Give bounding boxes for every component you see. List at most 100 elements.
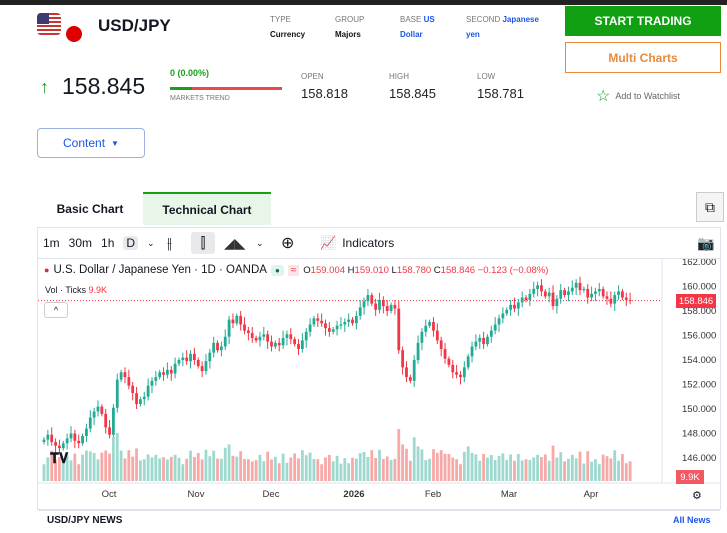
candle-body	[489, 330, 493, 337]
second-label: SECOND	[466, 15, 501, 24]
tab-basic-chart[interactable]: Basic Chart	[56, 201, 124, 216]
o-label: O	[303, 264, 311, 276]
volume-bar	[397, 429, 401, 481]
candle	[192, 347, 196, 365]
candle	[58, 439, 61, 454]
interval-30m[interactable]: 30m	[68, 236, 93, 250]
candle	[590, 286, 593, 302]
candle-body	[262, 334, 266, 337]
candle-body	[181, 357, 185, 360]
base-value-2[interactable]: Dollar	[400, 30, 423, 39]
second-value-2[interactable]: yen	[466, 30, 480, 39]
candle	[273, 340, 277, 349]
x-tick-label: Feb	[425, 489, 441, 500]
candle-body	[621, 291, 624, 298]
collapse-legend-button[interactable]: ^	[44, 302, 68, 318]
candle	[150, 377, 154, 394]
candle-body	[354, 315, 358, 324]
y-tick-label: 154.000	[682, 355, 716, 366]
content-dropdown[interactable]: Content ▼	[37, 128, 145, 158]
news-title: USD/JPY NEWS	[47, 515, 123, 526]
volume-bar	[470, 452, 474, 481]
volume-bar	[304, 455, 308, 481]
add-to-watchlist-button[interactable]: ☆ Add to Watchlist	[596, 86, 680, 106]
candle	[447, 356, 451, 368]
volume-bar	[613, 450, 617, 481]
candle	[567, 286, 570, 302]
volume-bar	[335, 455, 339, 481]
x-tick-label: Nov	[188, 489, 205, 500]
interval-d[interactable]: D	[123, 236, 139, 250]
candle-body	[516, 302, 520, 309]
candle	[169, 366, 173, 381]
multi-charts-button[interactable]: Multi Charts	[565, 42, 721, 73]
base-value[interactable]: US	[423, 15, 435, 24]
candle-body	[493, 324, 497, 331]
candle-body	[443, 348, 447, 359]
candle-body	[308, 324, 312, 332]
interval-1h[interactable]: 1h	[101, 236, 115, 250]
candle-body	[115, 379, 119, 408]
area-chart-type-icon[interactable]: ◢◣	[224, 234, 246, 251]
bar-chart-type-icon[interactable]: ⫲	[167, 234, 172, 252]
candle	[617, 285, 620, 300]
volume-bar	[297, 458, 300, 481]
indicators-button[interactable]: 📈 Indicators	[320, 232, 394, 254]
tradingview-logo[interactable]: 𝐓𝐕	[50, 450, 69, 466]
candle-body	[285, 334, 289, 338]
camera-icon[interactable]: 📷	[697, 234, 715, 251]
volume-bar	[435, 452, 439, 481]
volume-bar	[54, 459, 57, 481]
volume-bar	[246, 459, 250, 481]
volume-bar	[88, 451, 92, 481]
volume-bar	[154, 454, 158, 481]
volume-bar	[621, 454, 624, 481]
candle	[320, 313, 324, 327]
chevron-down-icon[interactable]: ⌄	[256, 237, 264, 248]
open-stat: OPEN 158.818	[301, 72, 348, 101]
chevron-down-icon[interactable]: ⌄	[147, 237, 155, 248]
volume-bar	[127, 450, 131, 481]
candle	[466, 353, 470, 370]
tab-technical-chart[interactable]: Technical Chart	[143, 192, 271, 225]
volume-bar	[439, 450, 443, 481]
candle	[570, 280, 574, 296]
volume-bar	[200, 459, 204, 481]
all-news-link[interactable]: All News	[673, 515, 711, 525]
candle-body	[85, 428, 88, 436]
indicators-icon: 📈	[320, 235, 337, 250]
volume-bar	[447, 454, 451, 481]
candle	[196, 357, 200, 369]
candle-body	[123, 372, 127, 378]
start-trading-button[interactable]: START TRADING	[565, 6, 721, 36]
volume-bar	[432, 449, 435, 481]
candle-body	[497, 318, 501, 325]
candle-body	[189, 353, 192, 362]
external-link-icon[interactable]: ⧉	[696, 192, 724, 222]
candle	[501, 307, 505, 324]
candle-body	[347, 319, 351, 323]
interval-1m[interactable]: 1m	[43, 236, 60, 250]
settings-gear-icon[interactable]: ⚙	[692, 490, 702, 502]
second-value[interactable]: Japanese	[502, 15, 539, 24]
candle	[304, 328, 308, 348]
candles-chart-type-icon[interactable]: ⫿	[191, 232, 215, 254]
japan-flag-icon	[66, 26, 82, 42]
volume-bar	[428, 458, 432, 481]
candle	[289, 328, 293, 345]
candle-body	[50, 434, 54, 443]
add-compare-icon[interactable]: ⊕	[281, 235, 295, 252]
candle-body	[154, 377, 158, 381]
volume-bar	[509, 454, 513, 481]
toolbar-divider	[38, 258, 720, 259]
volume-bar	[266, 451, 270, 481]
volume-bar	[165, 459, 169, 481]
candle-body	[235, 315, 239, 324]
price-chart[interactable]: 162.000 160.000 158.000 156.000 154.000 152.0…	[38, 259, 720, 509]
volume-bar	[250, 461, 254, 481]
candle	[308, 318, 312, 337]
candle-body	[162, 372, 165, 375]
candle	[559, 284, 563, 304]
candle-body	[459, 374, 462, 378]
candle	[624, 292, 628, 307]
